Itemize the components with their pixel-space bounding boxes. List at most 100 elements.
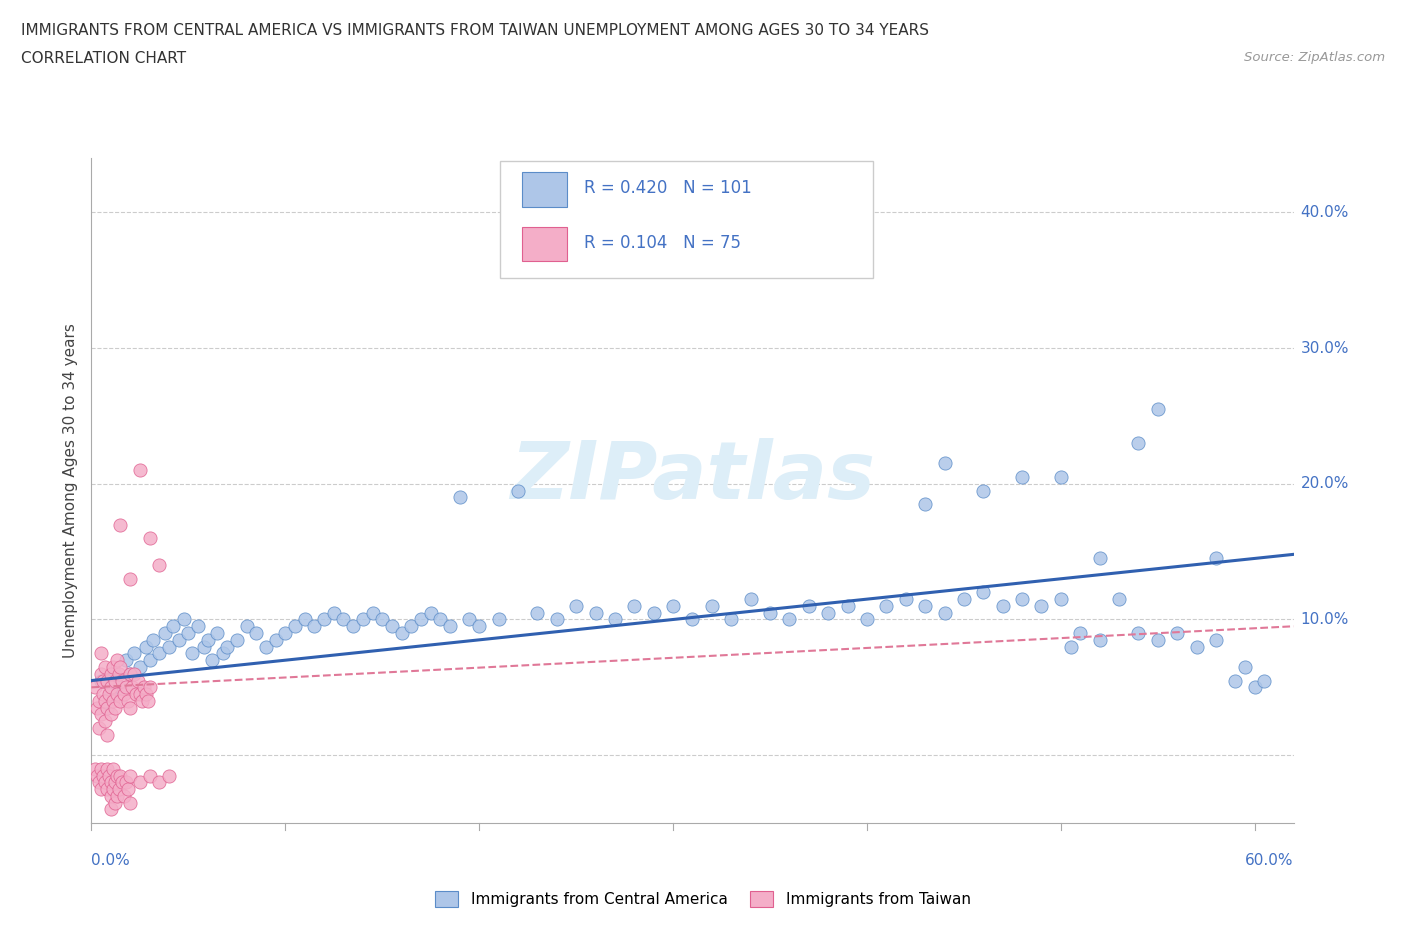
Point	[312, 612, 335, 627]
Point	[96, 673, 118, 688]
Point	[157, 768, 180, 783]
Point	[100, 775, 122, 790]
Point	[1031, 599, 1053, 614]
Point	[105, 789, 128, 804]
Point	[177, 626, 200, 641]
Point	[105, 686, 128, 701]
Point	[111, 775, 134, 790]
Point	[1128, 626, 1150, 641]
Text: Source: ZipAtlas.com: Source: ZipAtlas.com	[1244, 51, 1385, 64]
Point	[128, 463, 150, 478]
Point	[94, 659, 117, 674]
Point	[254, 639, 277, 654]
Point	[110, 768, 132, 783]
Point	[401, 618, 423, 633]
Point	[101, 694, 124, 709]
Point	[1243, 680, 1265, 695]
Point	[100, 666, 122, 681]
Point	[96, 762, 118, 777]
Point	[138, 768, 160, 783]
Point	[1069, 626, 1091, 641]
Point	[585, 605, 607, 620]
Point	[468, 618, 491, 633]
Point	[122, 646, 145, 661]
Point	[91, 768, 114, 783]
Point	[603, 612, 626, 627]
Point	[361, 605, 384, 620]
Point	[449, 490, 471, 505]
Point	[121, 680, 143, 695]
Point	[90, 673, 112, 688]
Point	[837, 599, 859, 614]
Point	[212, 646, 235, 661]
Point	[1234, 659, 1257, 674]
Point	[132, 680, 155, 695]
Point	[96, 727, 118, 742]
Point	[1253, 673, 1275, 688]
Text: 30.0%: 30.0%	[1301, 340, 1348, 355]
Point	[1146, 402, 1168, 417]
Point	[429, 612, 451, 627]
Point	[662, 599, 685, 614]
Point	[1225, 673, 1247, 688]
Point	[120, 768, 142, 783]
Point	[934, 605, 956, 620]
Point	[740, 591, 762, 606]
Point	[797, 599, 820, 614]
Point	[187, 618, 209, 633]
Point	[352, 612, 374, 627]
Point	[115, 775, 138, 790]
Point	[110, 659, 132, 674]
Point	[1059, 639, 1081, 654]
Point	[1205, 551, 1227, 565]
Point	[138, 653, 160, 668]
Point	[875, 599, 897, 614]
Point	[128, 659, 150, 674]
Point	[117, 782, 139, 797]
Point	[817, 605, 839, 620]
Point	[972, 484, 994, 498]
Point	[120, 571, 142, 586]
FancyBboxPatch shape	[522, 227, 568, 261]
Point	[1166, 626, 1188, 641]
Point	[371, 612, 394, 627]
Point	[90, 762, 112, 777]
Point	[294, 612, 316, 627]
Point	[135, 686, 157, 701]
Point	[546, 612, 568, 627]
Point	[125, 686, 148, 701]
Point	[381, 618, 404, 633]
Point	[759, 605, 782, 620]
Point	[623, 599, 645, 614]
Point	[700, 599, 723, 614]
Point	[914, 599, 936, 614]
Point	[90, 646, 112, 661]
Point	[142, 632, 165, 647]
Point	[181, 646, 204, 661]
Point	[96, 700, 118, 715]
Point	[391, 626, 413, 641]
Point	[105, 653, 128, 668]
Point	[107, 782, 129, 797]
Point	[94, 775, 117, 790]
Point	[111, 673, 134, 688]
Point	[207, 626, 229, 641]
Point	[245, 626, 267, 641]
Point	[136, 694, 159, 709]
Text: 0.0%: 0.0%	[91, 853, 131, 868]
Point	[322, 605, 344, 620]
Point	[90, 707, 112, 722]
Point	[914, 497, 936, 512]
Point	[643, 605, 665, 620]
Point	[1146, 632, 1168, 647]
Point	[332, 612, 354, 627]
Point	[284, 618, 307, 633]
Point	[1011, 470, 1033, 485]
Point	[131, 694, 153, 709]
Point	[89, 721, 111, 736]
Point	[217, 639, 239, 654]
Point	[104, 700, 127, 715]
Point	[128, 775, 150, 790]
Point	[90, 782, 112, 797]
Point	[122, 666, 145, 681]
